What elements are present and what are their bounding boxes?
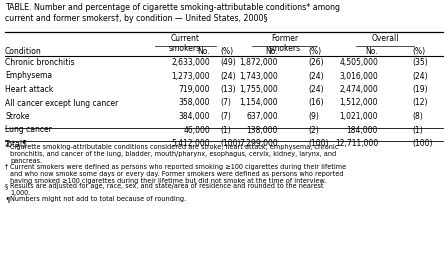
Text: No.: No. xyxy=(366,47,378,56)
Text: No.: No. xyxy=(265,47,278,56)
Text: (8): (8) xyxy=(412,112,423,121)
Text: TABLE. Number and percentage of cigarette smoking-attributable conditions* among: TABLE. Number and percentage of cigarett… xyxy=(5,3,340,23)
Text: 384,000: 384,000 xyxy=(178,112,210,121)
Text: 358,000: 358,000 xyxy=(178,99,210,108)
Text: Lung cancer: Lung cancer xyxy=(5,126,52,135)
Text: (24): (24) xyxy=(308,72,323,81)
Text: (49): (49) xyxy=(220,58,236,67)
Text: (9): (9) xyxy=(308,112,319,121)
Text: Former
smokers: Former smokers xyxy=(269,34,301,54)
Text: †: † xyxy=(5,164,9,170)
Text: (26): (26) xyxy=(308,58,323,67)
Text: (7): (7) xyxy=(220,112,231,121)
Text: (24): (24) xyxy=(412,72,428,81)
Text: 2,474,000: 2,474,000 xyxy=(339,85,378,94)
Text: (1): (1) xyxy=(220,126,231,135)
Text: (1): (1) xyxy=(412,126,423,135)
Text: §: § xyxy=(5,183,8,189)
Text: 12,711,000: 12,711,000 xyxy=(335,139,378,148)
Text: (100): (100) xyxy=(308,139,328,148)
Text: (12): (12) xyxy=(412,99,427,108)
Text: Heart attack: Heart attack xyxy=(5,85,53,94)
Text: (%): (%) xyxy=(308,47,321,56)
Text: Stroke: Stroke xyxy=(5,112,30,121)
Text: 1,872,000: 1,872,000 xyxy=(240,58,278,67)
Text: No.: No. xyxy=(198,47,210,56)
Text: (16): (16) xyxy=(308,99,323,108)
Text: Results are adjusted for age, race, sex, and state/area of residence and rounded: Results are adjusted for age, race, sex,… xyxy=(10,183,323,196)
Text: Condition: Condition xyxy=(5,47,42,56)
Text: 46,000: 46,000 xyxy=(183,126,210,135)
Text: (13): (13) xyxy=(220,85,236,94)
Text: 4,505,000: 4,505,000 xyxy=(339,58,378,67)
Text: (24): (24) xyxy=(308,85,323,94)
Text: Numbers might not add to total because of rounding.: Numbers might not add to total because o… xyxy=(10,196,186,202)
Text: Current
smokers: Current smokers xyxy=(169,34,201,54)
Text: Cigarette smoking-attributable conditions considered are stroke, heart attack, e: Cigarette smoking-attributable condition… xyxy=(10,144,338,165)
Text: (100): (100) xyxy=(220,139,241,148)
Text: 1,512,000: 1,512,000 xyxy=(340,99,378,108)
Text: (24): (24) xyxy=(220,72,236,81)
Text: (2): (2) xyxy=(308,126,319,135)
Text: 1,154,000: 1,154,000 xyxy=(239,99,278,108)
Text: (%): (%) xyxy=(220,47,233,56)
Text: 1,021,000: 1,021,000 xyxy=(340,112,378,121)
Text: 184,000: 184,000 xyxy=(347,126,378,135)
Text: 3,016,000: 3,016,000 xyxy=(339,72,378,81)
Text: 719,000: 719,000 xyxy=(178,85,210,94)
Text: 637,000: 637,000 xyxy=(246,112,278,121)
Text: (7): (7) xyxy=(220,99,231,108)
Text: (%): (%) xyxy=(412,47,425,56)
Text: 1,273,000: 1,273,000 xyxy=(172,72,210,81)
Text: (19): (19) xyxy=(412,85,428,94)
Text: 1,743,000: 1,743,000 xyxy=(239,72,278,81)
Text: *: * xyxy=(5,144,8,150)
Text: 138,000: 138,000 xyxy=(247,126,278,135)
Text: (35): (35) xyxy=(412,58,428,67)
Text: (100): (100) xyxy=(412,139,432,148)
Text: Total¶: Total¶ xyxy=(5,139,28,148)
Text: 2,633,000: 2,633,000 xyxy=(171,58,210,67)
Text: Emphysema: Emphysema xyxy=(5,72,52,81)
Text: All cancer except lung cancer: All cancer except lung cancer xyxy=(5,99,118,108)
Text: Chronic bronchitis: Chronic bronchitis xyxy=(5,58,75,67)
Text: Current smokers were defined as persons who reported smoking ≥100 cigarettes dur: Current smokers were defined as persons … xyxy=(10,164,346,184)
Text: Overall: Overall xyxy=(371,34,399,43)
Text: ¶: ¶ xyxy=(5,196,9,202)
Text: 1,755,000: 1,755,000 xyxy=(239,85,278,94)
Text: 5,412,000: 5,412,000 xyxy=(172,139,210,148)
Text: 7,299,000: 7,299,000 xyxy=(239,139,278,148)
